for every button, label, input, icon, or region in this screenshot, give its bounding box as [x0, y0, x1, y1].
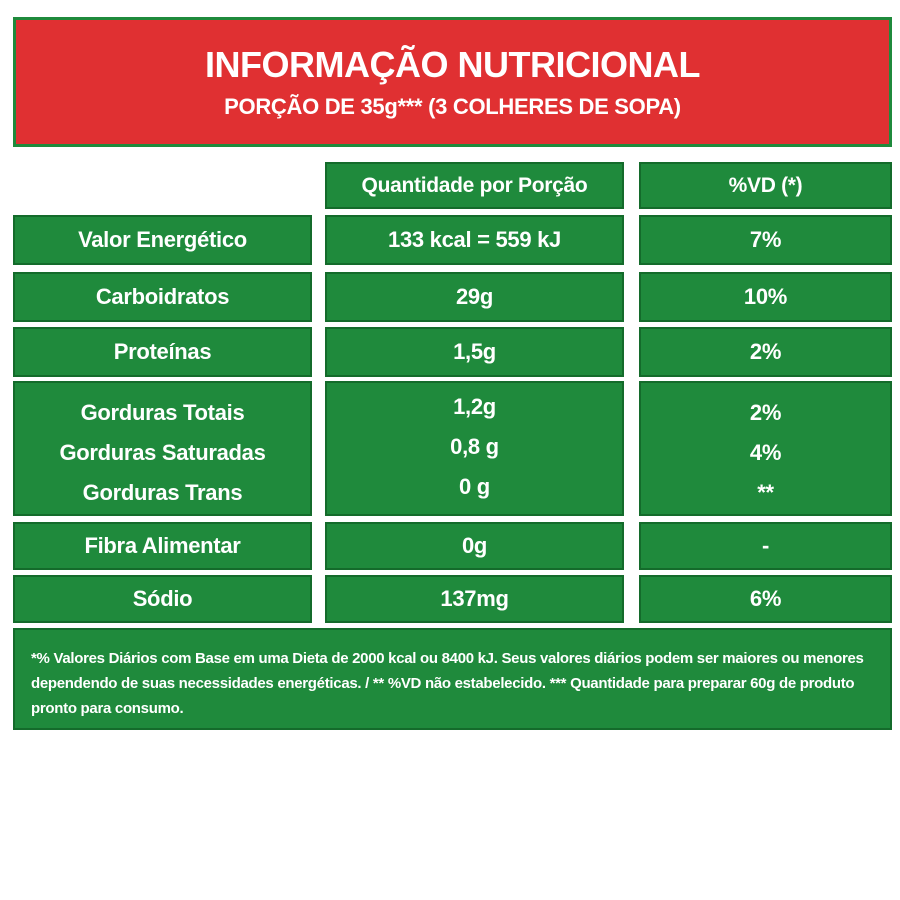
row-quantity-energy: 133 kcal = 559 kJ [325, 215, 624, 265]
row-label-energy: Valor Energético [13, 215, 312, 265]
row-quantity-protein: 1,5g [325, 327, 624, 377]
row-label-protein: Proteínas [13, 327, 312, 377]
row-label-fiber: Fibra Alimentar [13, 522, 312, 570]
row-dv-fiber: - [639, 522, 892, 570]
fat-total-dv: 2% [749, 400, 782, 425]
row-dv-energy: 7% [639, 215, 892, 265]
nutrition-header: INFORMAÇÃO NUTRICIONAL PORÇÃO DE 35g*** … [13, 17, 892, 147]
fat-saturated-dv: 4% [749, 440, 782, 465]
footnote: *% Valores Diários com Base em uma Dieta… [13, 628, 892, 730]
fat-total-label: Gorduras Totais [80, 400, 245, 425]
row-label-fats: Gorduras Totais Gorduras Saturadas Gordu… [13, 381, 312, 516]
column-header-dv: %VD (*) [639, 162, 892, 209]
serving-size: PORÇÃO DE 35g*** (3 COLHERES DE SOPA) [224, 94, 681, 119]
fat-trans-quantity: 0 g [459, 474, 490, 499]
row-dv-carbs: 10% [639, 272, 892, 322]
row-quantity-carbs: 29g [325, 272, 624, 322]
column-header-quantity: Quantidade por Porção [325, 162, 624, 209]
row-quantity-fats: 1,2g 0,8 g 0 g [325, 381, 624, 516]
fat-saturated-label: Gorduras Saturadas [59, 440, 266, 465]
row-dv-sodium: 6% [639, 575, 892, 623]
fat-trans-label: Gorduras Trans [82, 480, 243, 505]
row-label-carbs: Carboidratos [13, 272, 312, 322]
row-quantity-fiber: 0g [325, 522, 624, 570]
fat-total-quantity: 1,2g [453, 394, 496, 419]
row-quantity-sodium: 137mg [325, 575, 624, 623]
row-dv-protein: 2% [639, 327, 892, 377]
fat-trans-dv: ** [757, 480, 774, 505]
row-dv-fats: 2% 4% ** [639, 381, 892, 516]
fat-saturated-quantity: 0,8 g [450, 434, 499, 459]
row-label-sodium: Sódio [13, 575, 312, 623]
nutrition-title: INFORMAÇÃO NUTRICIONAL [205, 44, 700, 85]
